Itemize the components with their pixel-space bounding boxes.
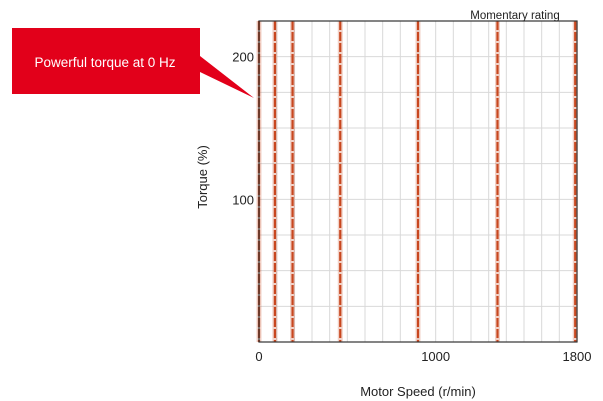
x-tick-label: 1800: [563, 349, 592, 364]
callout-box: [12, 28, 254, 98]
y-tick-label: 100: [232, 192, 254, 207]
momentary-rating-note: Momentary rating: [470, 10, 559, 22]
x-tick-label: 0: [255, 349, 262, 364]
y-axis-label: Torque (%): [195, 145, 210, 209]
x-tick-label: 1000: [421, 349, 450, 364]
tick-label-layer: 0 1000 1800 100 200: [232, 50, 591, 364]
grid-layer: [259, 21, 577, 342]
axes-layer: [258, 20, 578, 343]
x-axis-label: Motor Speed (r/min): [360, 384, 476, 399]
callout: Powerful torque at 0 Hz: [12, 28, 254, 98]
series-layer: [256, 21, 578, 342]
callout-text: Powerful torque at 0 Hz: [34, 55, 175, 70]
y-tick-label: 200: [232, 50, 254, 65]
plot-frame: [258, 20, 578, 343]
